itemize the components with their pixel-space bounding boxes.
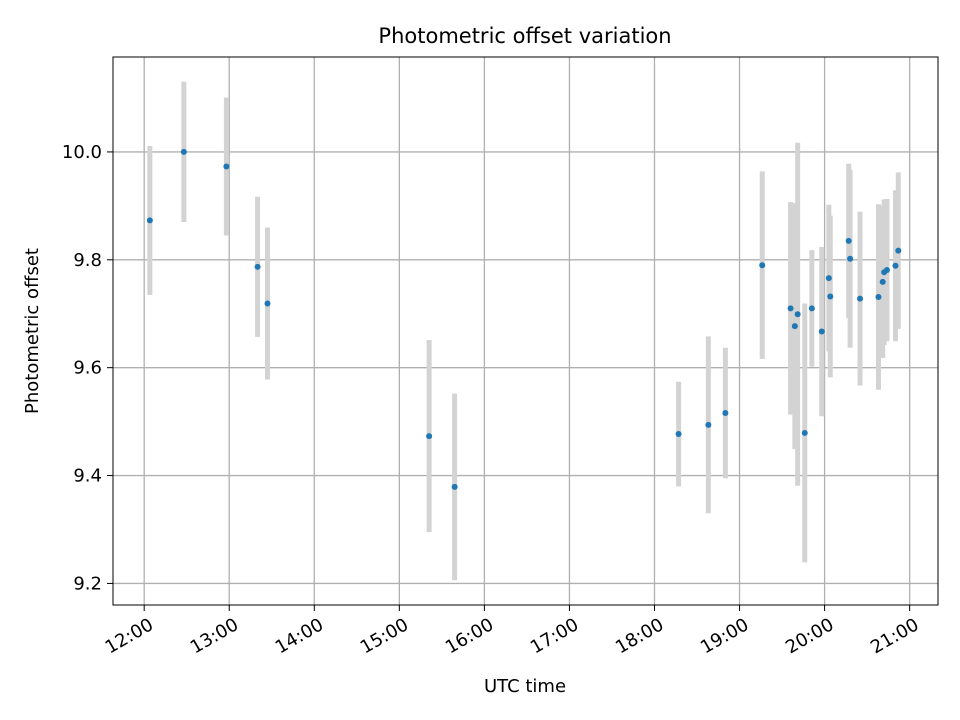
data-point [794,311,801,318]
data-point [223,163,230,170]
data-point [451,483,458,490]
data-point [675,431,682,438]
data-point [705,421,712,428]
data-point [827,293,834,300]
y-tick-label: 9.6 [73,358,102,379]
y-axis: 9.2 9.4 9.6 9.8 10.0 [62,142,113,594]
data-point [879,278,886,285]
y-tick-label: 9.4 [73,466,102,487]
data-point [808,305,815,312]
data-point [146,217,153,224]
grid [113,57,938,605]
data-point [722,409,729,416]
data-point [847,255,854,262]
y-tick-label: 9.8 [73,250,102,271]
data-point [845,237,852,244]
data-point [875,294,882,301]
plot-frame [112,56,939,606]
data-point [426,433,433,440]
data-point [759,262,766,269]
x-axis-label: UTC time [484,676,566,697]
data-point [883,267,890,274]
data-point [892,262,899,269]
data-point [787,305,794,312]
data-point [264,300,271,307]
data-point [825,275,832,282]
chart-title: Photometric offset variation [378,24,671,48]
data-point [791,323,798,330]
data-point [801,429,808,436]
data-point [857,295,864,302]
data-point [895,247,902,254]
y-tick-label: 9.2 [73,573,102,594]
data-point [180,148,187,155]
y-axis-label: Photometric offset [22,248,43,414]
y-tick-label: 10.0 [62,142,102,163]
data-points [146,148,902,490]
data-point [818,328,825,335]
data-point [254,263,261,270]
